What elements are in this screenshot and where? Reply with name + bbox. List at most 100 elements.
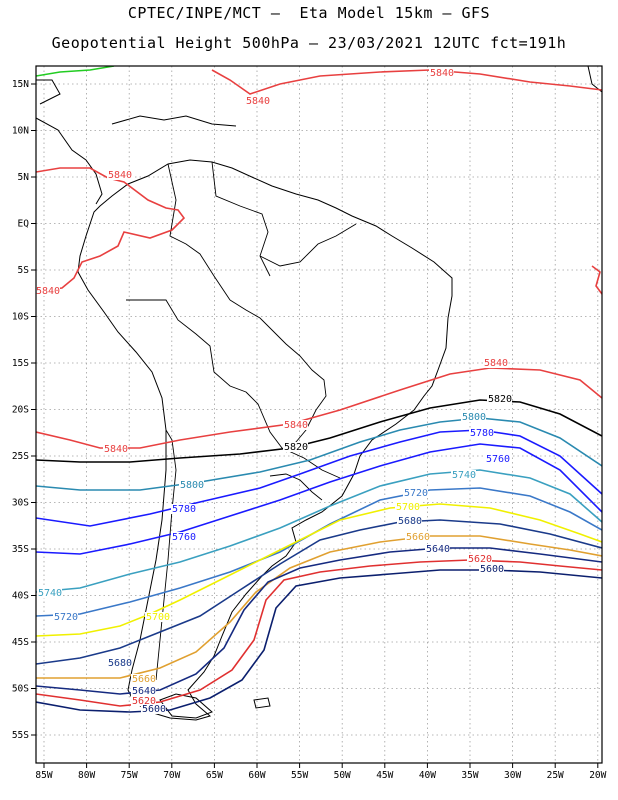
lon-tick-label: 40W — [419, 770, 436, 781]
height-contours — [36, 66, 602, 713]
contour-label-5840: 5840 — [484, 358, 508, 369]
contour-label-5820: 5820 — [488, 394, 512, 405]
lon-tick-label: 60W — [248, 770, 265, 781]
contour-label-5660: 5660 — [406, 532, 430, 543]
contour-label-bg — [37, 588, 62, 598]
contour-labels: 5840584058405840584058405840582058205800… — [35, 68, 512, 715]
south-america-coast — [77, 159, 453, 721]
contour-5760 — [36, 443, 602, 555]
contour-label-5640: 5640 — [426, 544, 450, 555]
contour-label-5840: 5840 — [36, 286, 60, 297]
contour-label-5620: 5620 — [132, 696, 156, 707]
contour-label-5640: 5640 — [132, 686, 156, 697]
contour-label-bg — [35, 286, 60, 296]
contour-5840 — [211, 69, 602, 95]
contour-5860 — [36, 66, 115, 77]
contour-label-bg — [403, 488, 428, 498]
lon-tick-label: 65W — [206, 770, 223, 781]
contour-label-bg — [283, 420, 308, 430]
contour-label-bg — [103, 444, 128, 454]
contour-label-5600: 5600 — [480, 564, 504, 575]
contour-label-5780: 5780 — [470, 428, 494, 439]
chart-title-line2: Geopotential Height 500hPa – 23/03/2021 … — [51, 34, 567, 52]
longitude-axis: 85W 80W 75W 70W 65W 60W 55W 50W 45W 40W 35W 30W 25W 2… — [35, 763, 607, 781]
contour-label-bg — [451, 470, 476, 480]
contour-label-bg — [107, 658, 132, 668]
lon-tick-label: 75W — [121, 770, 138, 781]
lat-tick-label: 5N — [18, 172, 30, 183]
lat-tick-label: 5S — [18, 265, 30, 276]
contour-label-bg — [479, 564, 504, 574]
falkland-islands — [253, 697, 271, 709]
contour-label-5780: 5780 — [172, 504, 196, 515]
contour-label-5740: 5740 — [38, 588, 62, 599]
lon-tick-label: 55W — [291, 770, 308, 781]
plot-frame — [35, 65, 603, 764]
central-america-coast — [36, 79, 237, 205]
contour-label-bg — [141, 704, 166, 714]
contour-5840 — [36, 167, 186, 291]
contour-5600 — [36, 569, 602, 713]
contour-label-5600: 5600 — [142, 704, 166, 715]
contour-label-bg — [467, 554, 492, 564]
lon-tick-label: 25W — [547, 770, 564, 781]
contour-label-bg — [179, 480, 204, 490]
contour-5740 — [36, 469, 602, 593]
lat-tick-label: 40S — [12, 591, 29, 602]
contour-label-5760: 5760 — [486, 454, 510, 465]
contour-5680 — [36, 519, 602, 665]
contour-label-bg — [145, 612, 170, 622]
contour-label-5740: 5740 — [452, 470, 476, 481]
contour-label-5840: 5840 — [284, 420, 308, 431]
lon-tick-label: 45W — [376, 770, 393, 781]
contour-label-bg — [53, 612, 78, 622]
lon-tick-label: 80W — [78, 770, 95, 781]
contour-label-bg — [461, 412, 486, 422]
lat-tick-label: 20S — [12, 405, 29, 416]
lat-tick-label: 55S — [12, 730, 29, 741]
contour-label-5720: 5720 — [54, 612, 78, 623]
contour-label-bg — [131, 696, 156, 706]
latitude-axis: 15N 10N 5N EQ 5S 10S 15S 20S 25S 30S 35S 40S 45S 50S 5… — [12, 79, 36, 741]
contour-label-bg — [487, 394, 512, 404]
lon-tick-label: 20W — [589, 770, 606, 781]
lon-tick-label: 85W — [35, 770, 52, 781]
contour-label-5800: 5800 — [462, 412, 486, 423]
lon-tick-label: 50W — [334, 770, 351, 781]
contour-5800 — [36, 417, 602, 491]
lat-tick-label: 35S — [12, 544, 29, 555]
contour-label-5700: 5700 — [396, 502, 420, 513]
lon-tick-label: 35W — [461, 770, 478, 781]
lat-tick-label: 10S — [12, 312, 29, 323]
contour-label-5820: 5820 — [284, 442, 308, 453]
contour-label-bg — [171, 532, 196, 542]
lat-tick-label: 10N — [12, 126, 29, 137]
contour-label-bg — [405, 532, 430, 542]
contour-5700 — [36, 503, 602, 637]
contour-5840 — [591, 265, 602, 295]
contour-label-bg — [107, 170, 132, 180]
contour-label-5840: 5840 — [430, 68, 454, 79]
contour-label-bg — [131, 686, 156, 696]
lat-tick-label: EQ — [18, 219, 30, 230]
contour-label-5840: 5840 — [104, 444, 128, 455]
lon-tick-label: 70W — [163, 770, 180, 781]
contour-5780 — [36, 429, 602, 527]
contour-label-5720: 5720 — [404, 488, 428, 499]
chart-title-line1: CPTEC/INPE/MCT – Eta Model 15km – GFS — [127, 4, 491, 22]
tierra-del-fuego — [159, 693, 213, 719]
contour-5820 — [36, 399, 602, 463]
contour-5660 — [36, 535, 602, 679]
lat-tick-label: 15S — [12, 358, 29, 369]
contour-5720 — [36, 487, 602, 617]
contour-label-5840: 5840 — [246, 96, 270, 107]
contour-label-5680: 5680 — [108, 658, 132, 669]
contour-label-bg — [245, 96, 270, 106]
contour-label-5700: 5700 — [146, 612, 170, 623]
coastlines — [36, 66, 602, 721]
contour-label-bg — [397, 516, 422, 526]
contour-label-5800: 5800 — [180, 480, 204, 491]
contour-5640 — [36, 547, 602, 695]
lat-tick-label: 15N — [12, 79, 29, 90]
